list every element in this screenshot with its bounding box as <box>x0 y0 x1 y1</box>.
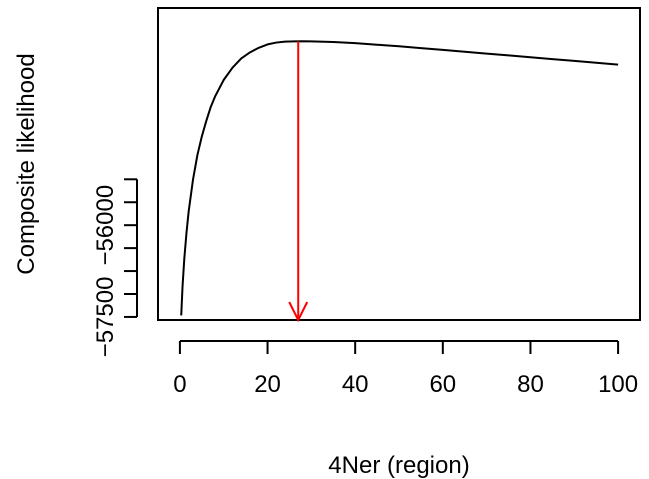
red-arrow-head <box>288 301 309 323</box>
y-axis-title: Composite likelihood <box>13 53 40 274</box>
y-tick-label: −56000 <box>92 185 119 266</box>
y-axis: −57500 −56000 <box>92 178 138 358</box>
x-axis: 0 20 40 60 80 100 <box>173 340 638 398</box>
x-tick-label: 40 <box>342 371 369 398</box>
x-tick-label: 60 <box>429 371 456 398</box>
series-layer <box>180 40 619 316</box>
x-tick-label: 100 <box>598 371 638 398</box>
annotation-layer <box>288 41 309 323</box>
x-tick-label: 80 <box>517 371 544 398</box>
series-line <box>180 40 619 316</box>
x-tick-label: 20 <box>254 371 281 398</box>
plot-frame <box>157 7 641 321</box>
x-axis-title: 4Ner (region) <box>328 452 469 479</box>
x-tick-label: 0 <box>173 371 186 398</box>
y-tick-label: −57500 <box>92 277 119 358</box>
